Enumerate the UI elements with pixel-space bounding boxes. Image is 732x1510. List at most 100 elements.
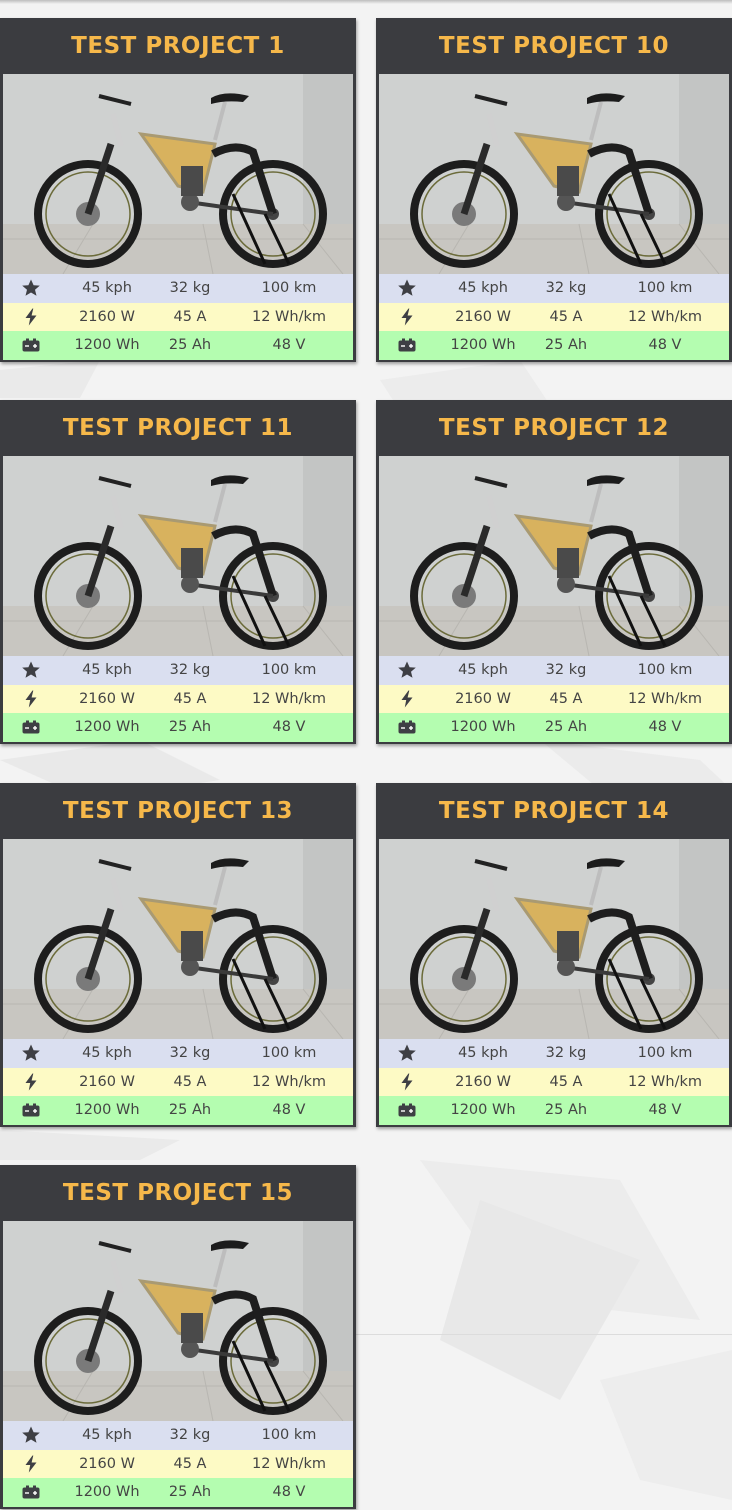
project-photo[interactable] <box>3 1221 353 1421</box>
current-value: 45 A <box>173 1455 207 1472</box>
consumption-value: 12 Wh/km <box>628 1073 702 1090</box>
power-row: 2160 W 45 A 12 Wh/km <box>379 1067 729 1096</box>
voltage-value: 48 V <box>648 719 682 736</box>
weight-value: 32 kg <box>545 280 587 297</box>
battery-icon <box>379 717 435 737</box>
battery-icon <box>3 1482 59 1502</box>
stats-table: 45 kph 32 kg 100 km 2160 W 45 A 12 Wh/km… <box>379 1039 729 1125</box>
project-title[interactable]: TEST PROJECT 15 <box>62 1180 294 1206</box>
weight-value: 32 kg <box>169 1427 211 1444</box>
current-value: 45 A <box>173 690 207 707</box>
consumption-value: 12 Wh/km <box>628 308 702 325</box>
project-photo[interactable] <box>3 839 353 1039</box>
voltage-value: 48 V <box>648 337 682 354</box>
performance-row: 45 kph 32 kg 100 km <box>3 1039 353 1068</box>
project-card[interactable]: TEST PROJECT 10 45 kph 32 kg 100 km 2160… <box>376 18 732 362</box>
capacity-value: 25 Ah <box>168 1102 212 1119</box>
performance-row: 45 kph 32 kg 100 km <box>379 274 729 303</box>
lightning-bolt-icon <box>3 307 59 327</box>
power-value: 2160 W <box>79 690 135 707</box>
energy-value: 1200 Wh <box>450 337 516 354</box>
consumption-value: 12 Wh/km <box>252 308 326 325</box>
power-value: 2160 W <box>79 1073 135 1090</box>
current-value: 45 A <box>549 690 583 707</box>
project-photo[interactable] <box>379 456 729 656</box>
capacity-value: 25 Ah <box>544 337 588 354</box>
energy-value: 1200 Wh <box>74 337 140 354</box>
project-title[interactable]: TEST PROJECT 13 <box>62 798 294 824</box>
star-icon <box>3 1425 59 1445</box>
voltage-value: 48 V <box>272 719 306 736</box>
power-row: 2160 W 45 A 12 Wh/km <box>379 684 729 713</box>
star-icon <box>3 278 59 298</box>
speed-value: 45 kph <box>82 1427 132 1444</box>
power-value: 2160 W <box>455 690 511 707</box>
project-photo[interactable] <box>3 74 353 274</box>
capacity-value: 25 Ah <box>168 1484 212 1501</box>
project-title[interactable]: TEST PROJECT 12 <box>438 415 670 441</box>
divider-line <box>356 1334 732 1335</box>
weight-value: 32 kg <box>169 1045 211 1062</box>
voltage-value: 48 V <box>272 1484 306 1501</box>
energy-value: 1200 Wh <box>74 1484 140 1501</box>
consumption-value: 12 Wh/km <box>628 690 702 707</box>
current-value: 45 A <box>173 1073 207 1090</box>
project-photo[interactable] <box>379 74 729 274</box>
battery-row: 1200 Wh 25 Ah 48 V <box>3 713 353 742</box>
power-row: 2160 W 45 A 12 Wh/km <box>3 684 353 713</box>
battery-icon <box>379 1100 435 1120</box>
speed-value: 45 kph <box>82 662 132 679</box>
speed-value: 45 kph <box>458 1045 508 1062</box>
consumption-value: 12 Wh/km <box>252 1073 326 1090</box>
capacity-value: 25 Ah <box>544 719 588 736</box>
range-value: 100 km <box>637 1045 693 1062</box>
project-card[interactable]: TEST PROJECT 13 45 kph 32 kg 100 km 2160… <box>0 783 356 1127</box>
capacity-value: 25 Ah <box>168 337 212 354</box>
project-card[interactable]: TEST PROJECT 11 45 kph 32 kg 100 km 2160… <box>0 400 356 744</box>
speed-value: 45 kph <box>82 280 132 297</box>
range-value: 100 km <box>261 280 317 297</box>
battery-row: 1200 Wh 25 Ah 48 V <box>379 331 729 360</box>
speed-value: 45 kph <box>82 1045 132 1062</box>
stats-table: 45 kph 32 kg 100 km 2160 W 45 A 12 Wh/km… <box>3 1421 353 1507</box>
star-icon <box>379 660 435 680</box>
stats-table: 45 kph 32 kg 100 km 2160 W 45 A 12 Wh/km… <box>3 274 353 360</box>
energy-value: 1200 Wh <box>450 719 516 736</box>
stats-table: 45 kph 32 kg 100 km 2160 W 45 A 12 Wh/km… <box>3 656 353 742</box>
power-value: 2160 W <box>455 1073 511 1090</box>
project-card[interactable]: TEST PROJECT 14 45 kph 32 kg 100 km 2160… <box>376 783 732 1127</box>
performance-row: 45 kph 32 kg 100 km <box>3 1421 353 1450</box>
lightning-bolt-icon <box>379 307 435 327</box>
project-title[interactable]: TEST PROJECT 11 <box>62 415 294 441</box>
energy-value: 1200 Wh <box>74 1102 140 1119</box>
range-value: 100 km <box>261 1045 317 1062</box>
battery-icon <box>3 335 59 355</box>
project-card[interactable]: TEST PROJECT 1 45 kph 32 kg 100 km 2160 … <box>0 18 356 362</box>
power-value: 2160 W <box>455 308 511 325</box>
range-value: 100 km <box>637 280 693 297</box>
power-row: 2160 W 45 A 12 Wh/km <box>3 1067 353 1096</box>
energy-value: 1200 Wh <box>74 719 140 736</box>
voltage-value: 48 V <box>272 337 306 354</box>
project-card[interactable]: TEST PROJECT 15 45 kph 32 kg 100 km 2160… <box>0 1165 356 1509</box>
performance-row: 45 kph 32 kg 100 km <box>3 656 353 685</box>
power-value: 2160 W <box>79 1455 135 1472</box>
stats-table: 45 kph 32 kg 100 km 2160 W 45 A 12 Wh/km… <box>3 1039 353 1125</box>
battery-icon <box>3 717 59 737</box>
project-photo[interactable] <box>3 456 353 656</box>
project-photo[interactable] <box>379 839 729 1039</box>
battery-row: 1200 Wh 25 Ah 48 V <box>3 1478 353 1507</box>
project-title[interactable]: TEST PROJECT 10 <box>438 33 670 59</box>
capacity-value: 25 Ah <box>168 719 212 736</box>
power-row: 2160 W 45 A 12 Wh/km <box>3 302 353 331</box>
project-card[interactable]: TEST PROJECT 12 45 kph 32 kg 100 km 2160… <box>376 400 732 744</box>
battery-icon <box>3 1100 59 1120</box>
lightning-bolt-icon <box>3 1072 59 1092</box>
voltage-value: 48 V <box>272 1102 306 1119</box>
energy-value: 1200 Wh <box>450 1102 516 1119</box>
battery-row: 1200 Wh 25 Ah 48 V <box>379 1096 729 1125</box>
project-title[interactable]: TEST PROJECT 1 <box>71 33 285 59</box>
range-value: 100 km <box>261 1427 317 1444</box>
project-title[interactable]: TEST PROJECT 14 <box>438 798 670 824</box>
power-row: 2160 W 45 A 12 Wh/km <box>3 1449 353 1478</box>
